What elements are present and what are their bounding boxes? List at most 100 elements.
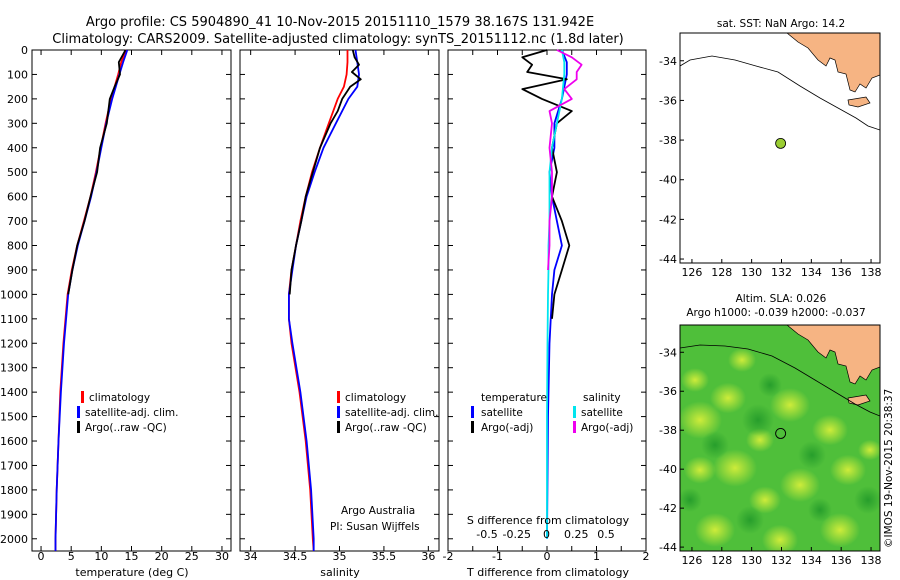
- depth-tick-label: 0: [21, 44, 28, 57]
- depth-tick-label: 1400: [0, 386, 28, 399]
- sst-map: [680, 33, 880, 263]
- lat-tick-label: -38: [659, 424, 677, 437]
- x-tick-label: -2: [443, 550, 454, 563]
- x-tick-label: 10: [94, 550, 108, 563]
- legend-title-salinity: salinity: [583, 392, 621, 404]
- legend-swatch-sal-satellite: [573, 406, 576, 418]
- argo-australia-label: Argo Australia: [341, 505, 415, 517]
- legend-swatch-climatology: [81, 391, 84, 403]
- x-tick-label: -1: [492, 550, 503, 563]
- series-line: [54, 49, 127, 551]
- depth-tick-label: 100: [7, 68, 28, 81]
- depth-tick-label: 800: [7, 240, 28, 253]
- lon-tick-label: 132: [771, 266, 792, 279]
- legend-title-temperature: temperature: [481, 392, 547, 404]
- lon-tick-label: 128: [711, 266, 732, 279]
- x-tick-label: 36: [421, 550, 435, 563]
- s-tick-label: 0: [543, 528, 550, 541]
- sla-map-land: [786, 325, 880, 385]
- sla-map-title2: Argo h1000: -0.039 h2000: -0.037: [686, 307, 865, 319]
- lat-tick-label: -36: [659, 385, 677, 398]
- depth-tick-label: 500: [7, 166, 28, 179]
- lon-tick-label: 130: [741, 554, 762, 567]
- argo-position-marker: [775, 428, 787, 439]
- sla-map-island: [847, 394, 871, 406]
- lat-tick-label: -40: [659, 174, 677, 187]
- depth-tick-label: 700: [7, 215, 28, 228]
- legend-climatology: climatology: [345, 392, 406, 404]
- legend-argo: Argo(..raw -QC): [85, 422, 167, 434]
- s-tick-label: -0.25: [503, 528, 531, 541]
- salinity-legend: climatology satellite-adj. clim. Argo(..…: [337, 391, 438, 434]
- lat-tick-label: -34: [659, 346, 677, 359]
- sla-map-title1: Altim. SLA: 0.026: [736, 293, 827, 305]
- x-tick-label: 25: [185, 550, 199, 563]
- legend-temp-argo: Argo(-adj): [481, 422, 533, 434]
- legend-swatch-climatology: [337, 391, 340, 403]
- lon-tick-label: 138: [861, 266, 882, 279]
- legend-swatch-sal-argo: [573, 421, 576, 433]
- x-tick-label: 20: [155, 550, 169, 563]
- lon-tick-label: 134: [801, 266, 822, 279]
- pi-label: PI: Susan Wijffels: [330, 521, 420, 533]
- x-tick-label: 35.5: [372, 550, 397, 563]
- x-tick-label: 0: [544, 550, 551, 563]
- sla-map: [680, 325, 880, 551]
- legend-swatch-satellite: [77, 406, 80, 418]
- sdiff-label: S difference from climatology: [467, 514, 630, 527]
- temperature-xlabel: temperature (deg C): [75, 566, 188, 579]
- x-tick-label: 2: [643, 550, 650, 563]
- lon-tick-label: 134: [801, 554, 822, 567]
- sla-map-frame: [679, 324, 881, 552]
- x-tick-label: 35: [333, 550, 347, 563]
- legend-swatch-argo: [77, 421, 80, 433]
- salinity-plot: 34 34.5 35 35.5 36: [240, 49, 439, 563]
- series-line: [288, 49, 362, 295]
- series-line: [287, 49, 360, 551]
- lon-tick-label: 130: [741, 266, 762, 279]
- depth-tick-label: 1200: [0, 337, 28, 350]
- s-tick-label: -0.5: [476, 528, 497, 541]
- sst-map-land: [786, 33, 880, 93]
- tdiff-xlabel: T difference from climatology: [466, 566, 629, 579]
- depth-tick-label: 1700: [0, 459, 28, 472]
- lon-tick-label: 128: [711, 554, 732, 567]
- lat-tick-label: -44: [659, 541, 677, 554]
- difference-legend: temperature salinity satellite Argo(-adj…: [471, 392, 633, 434]
- lat-tick-label: -42: [659, 502, 677, 515]
- lon-tick-label: 126: [681, 266, 702, 279]
- x-tick-label: 34.5: [283, 550, 308, 563]
- sla-map-isobath: [680, 344, 880, 417]
- depth-tick-label: 1000: [0, 288, 28, 301]
- x-tick-label: 1: [593, 550, 600, 563]
- series-line: [67, 49, 127, 295]
- depth-tick-label: 900: [7, 264, 28, 277]
- lon-tick-label: 136: [831, 554, 852, 567]
- x-tick-label: 15: [125, 550, 139, 563]
- depth-tick-label: 600: [7, 191, 28, 204]
- series-line: [547, 49, 583, 271]
- figure-title-line2: Climatology: CARS2009. Satellite-adjuste…: [52, 32, 624, 47]
- lon-tick-label: 136: [831, 266, 852, 279]
- x-tick-label: 0: [38, 550, 45, 563]
- s-tick-label: 0.25: [564, 528, 589, 541]
- lon-tick-label: 126: [681, 554, 702, 567]
- legend-swatch-temp-satellite: [471, 406, 474, 418]
- series-line: [287, 50, 349, 552]
- series-line: [546, 49, 566, 539]
- legend-climatology: climatology: [89, 392, 150, 404]
- lat-tick-label: -36: [659, 94, 677, 107]
- sst-map-isobath: [680, 55, 880, 131]
- legend-swatch-satellite: [337, 406, 340, 418]
- sst-map-frame: [679, 32, 881, 264]
- s-tick-label: 0.5: [597, 528, 615, 541]
- difference-plot: -2 -1 0 1 2 -0.5 -0.25 0 0.25 0.5: [443, 49, 650, 563]
- sst-map-title: sat. SST: NaN Argo: 14.2: [717, 18, 845, 30]
- lat-tick-label: -34: [659, 55, 677, 68]
- sst-map-axes: 126 128 130 132 134 136 138 -34 -36 -38 -40 -42 -44: [659, 55, 882, 279]
- legend-satellite: satellite-adj. clim.: [85, 407, 178, 419]
- legend-satellite: satellite-adj. clim.: [345, 407, 438, 419]
- lon-tick-label: 132: [771, 554, 792, 567]
- sla-map-axes: 126 128 130 132 134 136 138 -34 -36 -38 -40 -42 -44: [659, 346, 882, 567]
- depth-tick-label: 1600: [0, 435, 28, 448]
